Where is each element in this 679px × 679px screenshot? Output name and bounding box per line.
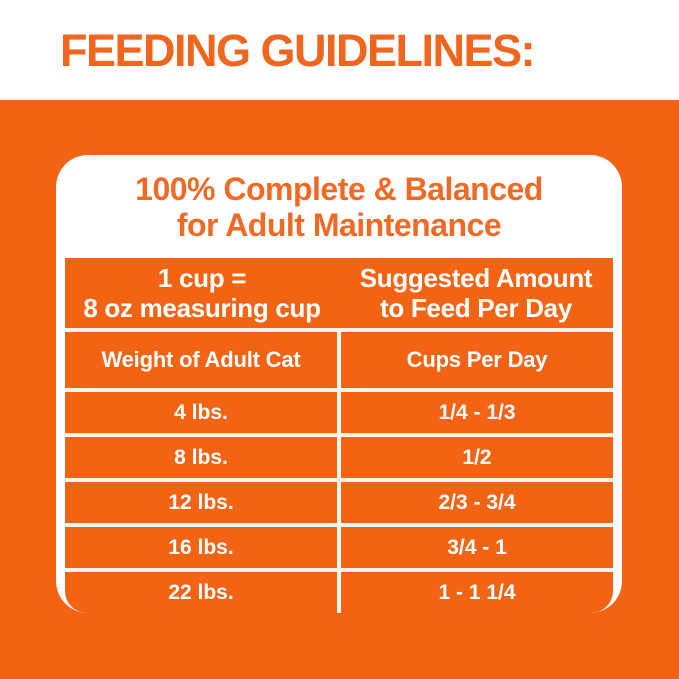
table-row-cups: 1 - 1 1/4: [341, 572, 613, 613]
card-heading-line2: for Adult Maintenance: [176, 206, 502, 243]
cup-measure-line2: 8 oz measuring cup: [83, 293, 321, 323]
table-row-weight: 22 lbs.: [65, 572, 337, 613]
table-row-weight: 8 lbs.: [65, 437, 337, 478]
table-row-weight: 12 lbs.: [65, 482, 337, 523]
suggested-amount-note: Suggested Amount to Feed Per Day: [339, 263, 613, 323]
info-band: 1 cup = 8 oz measuring cup Suggested Amo…: [65, 258, 613, 328]
guidelines-card: 100% Complete & Balanced for Adult Maint…: [56, 155, 622, 613]
cup-measure-note: 1 cup = 8 oz measuring cup: [65, 263, 339, 323]
table-row-cups: 3/4 - 1: [341, 527, 613, 568]
table-row-cups: 2/3 - 3/4: [341, 482, 613, 523]
table-row-cups: 1/2: [341, 437, 613, 478]
card-heading: 100% Complete & Balanced for Adult Maint…: [56, 155, 622, 258]
suggested-amount-line2: to Feed Per Day: [379, 293, 572, 323]
suggested-amount-line1: Suggested Amount: [359, 263, 593, 293]
card-heading-line1: 100% Complete & Balanced: [135, 170, 543, 207]
table-row-weight: 16 lbs.: [65, 527, 337, 568]
table-row-cups: 1/4 - 1/3: [341, 392, 613, 433]
cup-measure-line1: 1 cup =: [157, 263, 247, 293]
orange-background: 100% Complete & Balanced for Adult Maint…: [0, 100, 679, 679]
feeding-table: 1 cup = 8 oz measuring cup Suggested Amo…: [65, 258, 613, 613]
column-header-weight: Weight of Adult Cat: [65, 332, 337, 388]
header-band: FEEDING GUIDELINES:: [0, 0, 679, 100]
table-row-weight: 4 lbs.: [65, 392, 337, 433]
column-header-cups: Cups Per Day: [341, 332, 613, 388]
page-title: FEEDING GUIDELINES:: [60, 24, 536, 76]
